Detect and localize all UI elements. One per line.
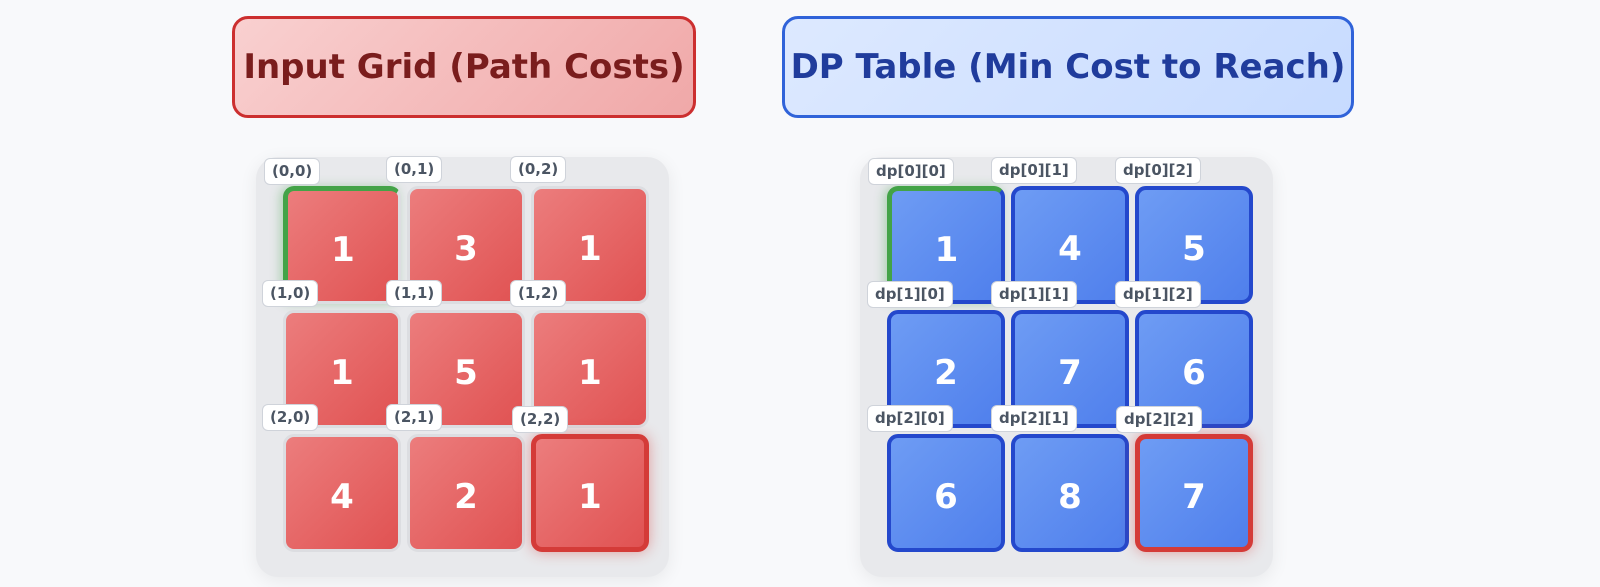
input-grid-panel: (0,0) 1 (0,1) 3 (0,2) 1 (1,0) 1 (1,1) 5 (1,2)… (256, 156, 669, 577)
cell-value: 6 (1182, 353, 1206, 393)
dp-cell-2-0: dp[2][0] 6 (867, 405, 1005, 552)
cell-coord-label: (2,0) (262, 404, 319, 432)
cell-coord-label: dp[2][2] (1116, 406, 1202, 434)
dp-table-grid: dp[0][0] 1 dp[0][1] 4 dp[0][2] 5 dp[1][0] 2 … (867, 157, 1253, 552)
dp-cell-1-1: dp[1][1] 7 (991, 281, 1129, 428)
cell-coord-label: dp[0][1] (991, 157, 1077, 185)
cell-value: 1 (578, 477, 602, 517)
input-cell-2-2: (2,2) 1 (512, 406, 649, 552)
dp-cell-2-1: dp[2][1] 8 (991, 405, 1129, 552)
cell-value: 4 (1058, 229, 1082, 269)
cell-value: 1 (934, 229, 959, 270)
cell-coord-label: (0,1) (386, 156, 443, 184)
cell-coord-label: (2,1) (386, 404, 443, 432)
cell-value: 5 (1182, 229, 1206, 269)
cell-value: 6 (934, 477, 958, 517)
cell-value: 2 (934, 353, 958, 393)
cell-value: 8 (1058, 477, 1082, 517)
input-cell-2-1: (2,1) 2 (386, 404, 525, 552)
cell-value: 1 (578, 353, 602, 393)
dp-table-title: DP Table (Min Cost to Reach) (782, 16, 1354, 118)
cell-coord-label: dp[2][0] (867, 405, 953, 433)
cell-coord-label: dp[1][0] (867, 281, 953, 309)
cell-coord-label: (1,0) (262, 280, 319, 308)
dp-table-panel: dp[0][0] 1 dp[0][1] 4 dp[0][2] 5 dp[1][0] 2 … (860, 157, 1273, 577)
cell-coord-label: (2,2) (512, 406, 569, 434)
input-grid: (0,0) 1 (0,1) 3 (0,2) 1 (1,0) 1 (1,1) 5 (1,2)… (262, 156, 649, 552)
cell-coord-label: (0,2) (510, 156, 567, 184)
cell-coord-label: dp[1][2] (1115, 281, 1201, 309)
input-cell-1-1: (1,1) 5 (386, 280, 525, 428)
input-grid-title: Input Grid (Path Costs) (232, 16, 696, 118)
cell-coord-label: (1,2) (510, 280, 567, 308)
cell-coord-label: dp[0][2] (1115, 157, 1201, 185)
dp-cell-2-2: dp[2][2] 7 (1116, 406, 1253, 552)
cell-value: 3 (454, 229, 478, 269)
cell-coord-label: dp[1][1] (991, 281, 1077, 309)
cell-value: 5 (454, 353, 478, 393)
cell-value: 4 (330, 477, 354, 517)
cell-value: 1 (330, 353, 354, 393)
cell-value: 1 (331, 230, 355, 270)
cell-value: 1 (578, 229, 602, 269)
input-cell-2-0: (2,0) 4 (262, 404, 401, 552)
cell-value: 7 (1058, 353, 1082, 393)
cell-coord-label: (1,1) (386, 280, 443, 308)
cell-value: 2 (454, 477, 478, 517)
cell-coord-label: dp[0][0] (868, 158, 954, 186)
cell-coord-label: (0,0) (264, 158, 321, 186)
cell-value: 7 (1182, 477, 1206, 517)
cell-coord-label: dp[2][1] (991, 405, 1077, 433)
